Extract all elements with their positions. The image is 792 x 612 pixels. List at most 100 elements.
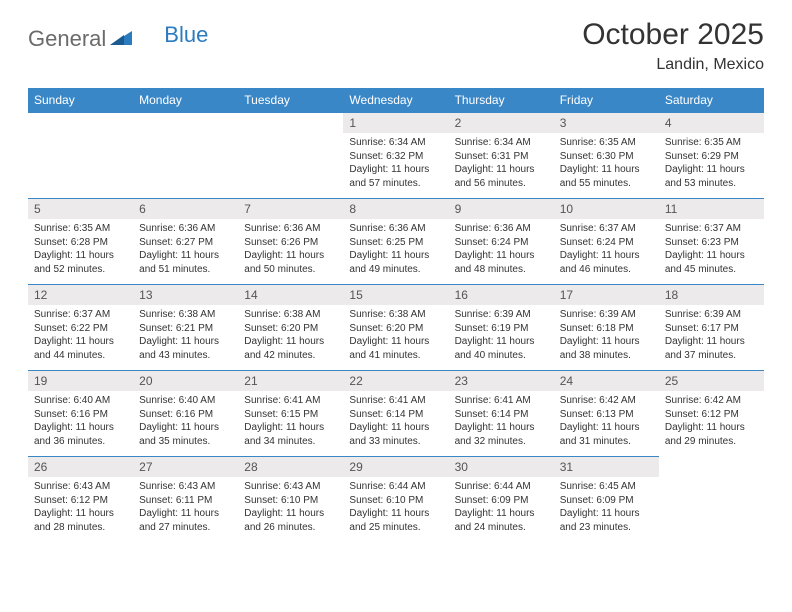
day-details: Sunrise: 6:41 AMSunset: 6:14 PMDaylight:… [343, 391, 448, 454]
calendar-cell: 11Sunrise: 6:37 AMSunset: 6:23 PMDayligh… [659, 199, 764, 285]
calendar-cell [133, 113, 238, 199]
day-details: Sunrise: 6:41 AMSunset: 6:14 PMDaylight:… [449, 391, 554, 454]
calendar-cell [659, 457, 764, 543]
weekday-header: Sunday [28, 88, 133, 113]
day-number: 5 [28, 199, 133, 219]
day-details: Sunrise: 6:43 AMSunset: 6:12 PMDaylight:… [28, 477, 133, 540]
day-details: Sunrise: 6:42 AMSunset: 6:13 PMDaylight:… [554, 391, 659, 454]
calendar-cell [238, 113, 343, 199]
calendar-cell: 16Sunrise: 6:39 AMSunset: 6:19 PMDayligh… [449, 285, 554, 371]
day-details: Sunrise: 6:36 AMSunset: 6:25 PMDaylight:… [343, 219, 448, 282]
calendar-cell: 6Sunrise: 6:36 AMSunset: 6:27 PMDaylight… [133, 199, 238, 285]
calendar-cell: 12Sunrise: 6:37 AMSunset: 6:22 PMDayligh… [28, 285, 133, 371]
weekday-header: Tuesday [238, 88, 343, 113]
day-details: Sunrise: 6:44 AMSunset: 6:09 PMDaylight:… [449, 477, 554, 540]
day-details: Sunrise: 6:34 AMSunset: 6:31 PMDaylight:… [449, 133, 554, 196]
day-number: 22 [343, 371, 448, 391]
calendar-cell: 19Sunrise: 6:40 AMSunset: 6:16 PMDayligh… [28, 371, 133, 457]
day-number: 20 [133, 371, 238, 391]
day-number: 1 [343, 113, 448, 133]
day-number: 30 [449, 457, 554, 477]
brand-part1: General [28, 26, 106, 52]
day-number: 12 [28, 285, 133, 305]
calendar-cell: 25Sunrise: 6:42 AMSunset: 6:12 PMDayligh… [659, 371, 764, 457]
calendar-cell: 18Sunrise: 6:39 AMSunset: 6:17 PMDayligh… [659, 285, 764, 371]
calendar-row: 26Sunrise: 6:43 AMSunset: 6:12 PMDayligh… [28, 457, 764, 543]
calendar-cell: 3Sunrise: 6:35 AMSunset: 6:30 PMDaylight… [554, 113, 659, 199]
month-title: October 2025 [582, 18, 764, 52]
day-number: 26 [28, 457, 133, 477]
day-number: 23 [449, 371, 554, 391]
day-number: 14 [238, 285, 343, 305]
day-details: Sunrise: 6:35 AMSunset: 6:30 PMDaylight:… [554, 133, 659, 196]
calendar-row: 19Sunrise: 6:40 AMSunset: 6:16 PMDayligh… [28, 371, 764, 457]
day-details: Sunrise: 6:39 AMSunset: 6:17 PMDaylight:… [659, 305, 764, 368]
day-number: 29 [343, 457, 448, 477]
calendar-cell: 24Sunrise: 6:42 AMSunset: 6:13 PMDayligh… [554, 371, 659, 457]
calendar-cell: 17Sunrise: 6:39 AMSunset: 6:18 PMDayligh… [554, 285, 659, 371]
day-number: 31 [554, 457, 659, 477]
day-details: Sunrise: 6:39 AMSunset: 6:19 PMDaylight:… [449, 305, 554, 368]
day-details: Sunrise: 6:40 AMSunset: 6:16 PMDaylight:… [28, 391, 133, 454]
day-details: Sunrise: 6:43 AMSunset: 6:11 PMDaylight:… [133, 477, 238, 540]
day-details: Sunrise: 6:40 AMSunset: 6:16 PMDaylight:… [133, 391, 238, 454]
day-number: 17 [554, 285, 659, 305]
day-details: Sunrise: 6:35 AMSunset: 6:28 PMDaylight:… [28, 219, 133, 282]
day-number: 16 [449, 285, 554, 305]
day-number: 19 [28, 371, 133, 391]
day-details: Sunrise: 6:41 AMSunset: 6:15 PMDaylight:… [238, 391, 343, 454]
calendar-cell: 5Sunrise: 6:35 AMSunset: 6:28 PMDaylight… [28, 199, 133, 285]
day-details: Sunrise: 6:45 AMSunset: 6:09 PMDaylight:… [554, 477, 659, 540]
calendar-cell: 30Sunrise: 6:44 AMSunset: 6:09 PMDayligh… [449, 457, 554, 543]
calendar-row: 5Sunrise: 6:35 AMSunset: 6:28 PMDaylight… [28, 199, 764, 285]
day-details: Sunrise: 6:38 AMSunset: 6:20 PMDaylight:… [343, 305, 448, 368]
calendar-cell: 31Sunrise: 6:45 AMSunset: 6:09 PMDayligh… [554, 457, 659, 543]
weekday-header: Saturday [659, 88, 764, 113]
day-number: 21 [238, 371, 343, 391]
calendar-row: 1Sunrise: 6:34 AMSunset: 6:32 PMDaylight… [28, 113, 764, 199]
day-number: 25 [659, 371, 764, 391]
day-number: 4 [659, 113, 764, 133]
day-details: Sunrise: 6:37 AMSunset: 6:23 PMDaylight:… [659, 219, 764, 282]
day-number: 6 [133, 199, 238, 219]
day-details: Sunrise: 6:36 AMSunset: 6:24 PMDaylight:… [449, 219, 554, 282]
calendar-cell: 7Sunrise: 6:36 AMSunset: 6:26 PMDaylight… [238, 199, 343, 285]
calendar-cell: 1Sunrise: 6:34 AMSunset: 6:32 PMDaylight… [343, 113, 448, 199]
header: General Blue October 2025 Landin, Mexico [28, 18, 764, 74]
calendar-cell: 13Sunrise: 6:38 AMSunset: 6:21 PMDayligh… [133, 285, 238, 371]
day-details: Sunrise: 6:34 AMSunset: 6:32 PMDaylight:… [343, 133, 448, 196]
calendar-cell: 10Sunrise: 6:37 AMSunset: 6:24 PMDayligh… [554, 199, 659, 285]
brand-logo: General Blue [28, 18, 208, 52]
calendar-cell: 8Sunrise: 6:36 AMSunset: 6:25 PMDaylight… [343, 199, 448, 285]
calendar-page: General Blue October 2025 Landin, Mexico… [0, 0, 792, 561]
logo-triangle-icon [110, 29, 132, 50]
day-details: Sunrise: 6:37 AMSunset: 6:24 PMDaylight:… [554, 219, 659, 282]
day-number: 28 [238, 457, 343, 477]
calendar-cell: 9Sunrise: 6:36 AMSunset: 6:24 PMDaylight… [449, 199, 554, 285]
day-details: Sunrise: 6:36 AMSunset: 6:27 PMDaylight:… [133, 219, 238, 282]
day-number: 18 [659, 285, 764, 305]
calendar-cell: 23Sunrise: 6:41 AMSunset: 6:14 PMDayligh… [449, 371, 554, 457]
calendar-grid: Sunday Monday Tuesday Wednesday Thursday… [28, 88, 764, 543]
day-number: 9 [449, 199, 554, 219]
calendar-cell: 14Sunrise: 6:38 AMSunset: 6:20 PMDayligh… [238, 285, 343, 371]
title-block: October 2025 Landin, Mexico [582, 18, 764, 74]
day-number: 27 [133, 457, 238, 477]
day-details: Sunrise: 6:42 AMSunset: 6:12 PMDaylight:… [659, 391, 764, 454]
calendar-cell [28, 113, 133, 199]
weekday-header: Friday [554, 88, 659, 113]
day-number: 11 [659, 199, 764, 219]
day-number: 3 [554, 113, 659, 133]
calendar-cell: 29Sunrise: 6:44 AMSunset: 6:10 PMDayligh… [343, 457, 448, 543]
day-number: 8 [343, 199, 448, 219]
calendar-cell: 28Sunrise: 6:43 AMSunset: 6:10 PMDayligh… [238, 457, 343, 543]
weekday-header-row: Sunday Monday Tuesday Wednesday Thursday… [28, 88, 764, 113]
day-details: Sunrise: 6:37 AMSunset: 6:22 PMDaylight:… [28, 305, 133, 368]
day-number: 13 [133, 285, 238, 305]
calendar-cell: 15Sunrise: 6:38 AMSunset: 6:20 PMDayligh… [343, 285, 448, 371]
day-details: Sunrise: 6:35 AMSunset: 6:29 PMDaylight:… [659, 133, 764, 196]
weekday-header: Wednesday [343, 88, 448, 113]
day-number: 10 [554, 199, 659, 219]
calendar-cell: 21Sunrise: 6:41 AMSunset: 6:15 PMDayligh… [238, 371, 343, 457]
day-details: Sunrise: 6:43 AMSunset: 6:10 PMDaylight:… [238, 477, 343, 540]
